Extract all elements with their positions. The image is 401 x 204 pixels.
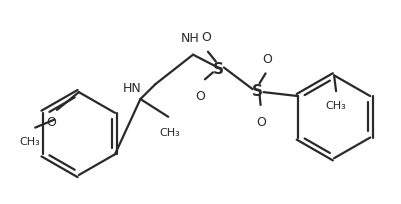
Text: S: S: [251, 83, 262, 98]
Text: O: O: [46, 115, 56, 128]
Text: HN: HN: [122, 81, 141, 94]
Text: O: O: [262, 52, 272, 65]
Text: CH₃: CH₃: [20, 136, 41, 146]
Text: CH₃: CH₃: [160, 127, 180, 137]
Text: NH: NH: [180, 32, 199, 45]
Text: CH₃: CH₃: [325, 101, 346, 111]
Text: O: O: [200, 31, 211, 44]
Text: S: S: [212, 62, 223, 76]
Text: O: O: [194, 90, 205, 103]
Text: O: O: [256, 115, 266, 128]
